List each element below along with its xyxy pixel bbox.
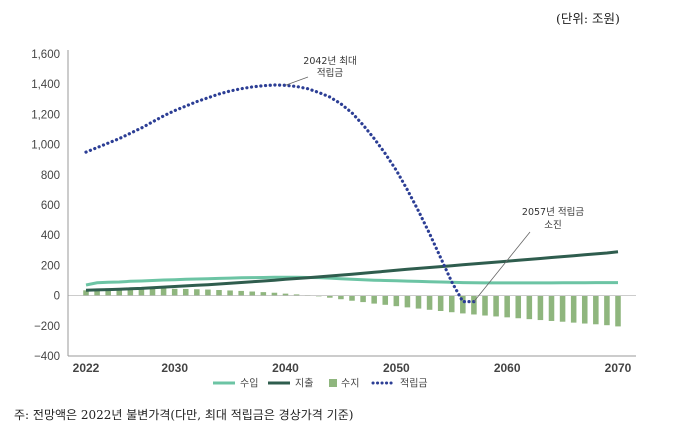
bar-balance xyxy=(581,295,588,324)
series-line-expenditure xyxy=(85,250,619,292)
bar-balance xyxy=(471,295,477,315)
y-tick-label: 600 xyxy=(41,200,60,212)
x-axis: 2022 2030 2040 2050 2060 2070 xyxy=(73,361,632,375)
bar-balance xyxy=(426,295,433,310)
legend-label: 지출 xyxy=(295,378,313,390)
bar-balance xyxy=(559,295,566,322)
bar-balance xyxy=(604,295,610,326)
bar-balance xyxy=(182,288,189,296)
bar-balance xyxy=(293,294,300,296)
y-tick-label: 800 xyxy=(41,170,60,182)
bar-balance xyxy=(327,295,333,298)
y-tick-label: 1,200 xyxy=(31,109,60,121)
legend: 수입 지출 수지 적립금 xyxy=(213,377,428,390)
series-line-fund xyxy=(84,83,476,304)
bar-balance xyxy=(415,295,422,309)
balance-bars xyxy=(83,288,621,327)
bar-balance xyxy=(94,288,100,296)
bar-balance xyxy=(205,289,211,296)
bar-balance xyxy=(404,295,411,308)
bar-balance xyxy=(216,290,222,296)
bar-balance xyxy=(116,288,123,296)
bar-balance xyxy=(448,295,455,313)
bar-balance xyxy=(282,293,289,296)
bar-balance xyxy=(482,295,488,316)
bar-balance xyxy=(393,295,400,307)
x-tick-label: 2070 xyxy=(605,361,632,375)
series-line-revenue xyxy=(85,275,618,287)
bar-balance xyxy=(615,295,621,327)
annotation-leader xyxy=(285,76,309,86)
bar-balance xyxy=(171,288,178,296)
x-tick-label: 2050 xyxy=(383,361,410,375)
y-axis: −400 −200 0 200 400 600 800 1,000 1,200 1,400 1,60… xyxy=(31,49,60,363)
annotation-text: 소진 xyxy=(544,220,561,231)
bar-balance xyxy=(160,288,167,296)
bar-balance xyxy=(537,295,544,321)
bar-balance xyxy=(437,295,444,312)
bar-balance xyxy=(227,290,233,296)
bar-balance xyxy=(149,288,156,296)
y-tick-label: 1,000 xyxy=(31,140,60,152)
y-tick-label: −200 xyxy=(34,321,60,333)
annotation-text: 적립금 xyxy=(317,67,343,79)
bar-balance xyxy=(271,292,278,296)
footnote: 주: 전망액은 2022년 불변가격(다만, 최대 적립금은 경상가격 기준) xyxy=(14,408,354,422)
bar-balance xyxy=(349,295,355,301)
bar-balance xyxy=(127,288,134,296)
legend-swatch xyxy=(329,379,337,387)
y-tick-label: −400 xyxy=(34,351,60,363)
annotation-text: 2057년 적립금 xyxy=(522,206,584,218)
bar-balance xyxy=(360,295,366,303)
y-tick-label: 1,400 xyxy=(31,79,60,91)
bar-balance xyxy=(338,295,344,300)
bar-balance xyxy=(548,295,555,321)
y-tick-label: 400 xyxy=(41,230,60,242)
bar-balance xyxy=(260,292,267,296)
x-tick-label: 2022 xyxy=(73,361,100,375)
unit-label: (단위: 조원) xyxy=(556,11,620,26)
bar-balance xyxy=(249,291,256,296)
bar-balance xyxy=(460,295,466,314)
annotation-leader xyxy=(473,231,531,302)
bar-balance xyxy=(238,290,244,296)
chart: −400 −200 0 200 400 600 800 1,000 1,200 1,400 1,60… xyxy=(31,49,636,390)
x-tick-label: 2030 xyxy=(161,361,188,375)
y-tick-label: 0 xyxy=(54,291,60,303)
bar-balance xyxy=(382,295,389,305)
legend-label: 수입 xyxy=(240,377,258,390)
y-tick-label: 200 xyxy=(41,260,60,272)
bar-balance xyxy=(371,295,377,304)
legend-label: 수지 xyxy=(341,378,359,390)
bar-balance xyxy=(105,288,111,296)
y-tick-label: 1,600 xyxy=(31,49,60,61)
bar-balance xyxy=(504,295,510,318)
bar-balance xyxy=(593,295,599,325)
bar-balance xyxy=(570,295,577,323)
bar-balance xyxy=(83,290,89,296)
annotation-text: 2042년 최대 xyxy=(303,56,356,67)
bar-balance xyxy=(515,295,522,319)
x-tick-label: 2060 xyxy=(494,361,521,375)
bar-balance xyxy=(526,295,533,320)
bar-balance xyxy=(138,288,145,296)
bar-balance xyxy=(194,289,200,296)
x-tick-label: 2040 xyxy=(272,361,299,375)
bar-balance xyxy=(493,295,499,317)
legend-label: 적립금 xyxy=(400,377,428,390)
